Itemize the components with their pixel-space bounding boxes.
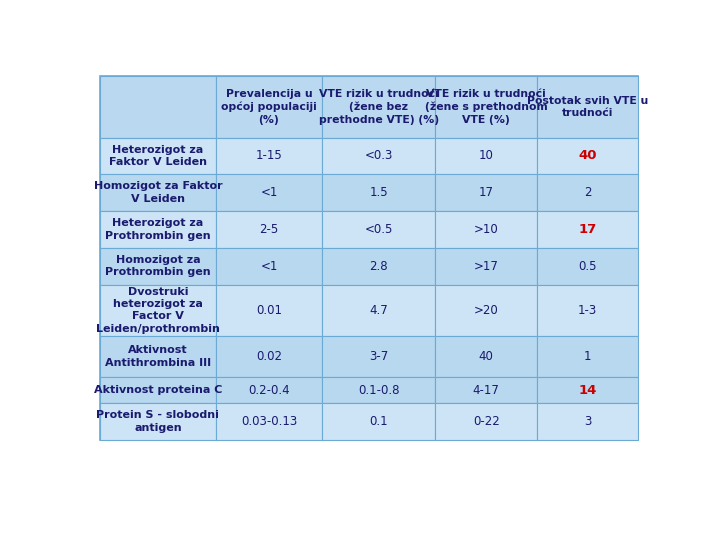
FancyBboxPatch shape bbox=[435, 77, 537, 138]
FancyBboxPatch shape bbox=[216, 285, 323, 336]
FancyBboxPatch shape bbox=[216, 248, 323, 285]
FancyBboxPatch shape bbox=[323, 138, 435, 174]
FancyBboxPatch shape bbox=[435, 336, 537, 377]
Text: <1: <1 bbox=[260, 260, 278, 273]
Text: 2.8: 2.8 bbox=[369, 260, 388, 273]
FancyBboxPatch shape bbox=[216, 138, 323, 174]
FancyBboxPatch shape bbox=[323, 403, 435, 440]
FancyBboxPatch shape bbox=[100, 248, 216, 285]
FancyBboxPatch shape bbox=[537, 77, 638, 138]
Text: 4-17: 4-17 bbox=[473, 383, 500, 396]
Text: 3-7: 3-7 bbox=[369, 350, 388, 363]
Text: Postotak svih VTE u
trudnoći: Postotak svih VTE u trudnoći bbox=[527, 96, 648, 118]
FancyBboxPatch shape bbox=[100, 377, 216, 403]
Text: <1: <1 bbox=[260, 186, 278, 199]
Text: 0.2-0.4: 0.2-0.4 bbox=[248, 383, 289, 396]
FancyBboxPatch shape bbox=[537, 211, 638, 248]
Text: >10: >10 bbox=[474, 223, 499, 236]
FancyBboxPatch shape bbox=[435, 211, 537, 248]
FancyBboxPatch shape bbox=[537, 377, 638, 403]
FancyBboxPatch shape bbox=[100, 77, 216, 138]
Text: 3: 3 bbox=[584, 415, 591, 428]
Text: 0.02: 0.02 bbox=[256, 350, 282, 363]
Text: 4.7: 4.7 bbox=[369, 304, 388, 317]
FancyBboxPatch shape bbox=[323, 77, 435, 138]
FancyBboxPatch shape bbox=[216, 403, 323, 440]
Text: 2: 2 bbox=[584, 186, 591, 199]
FancyBboxPatch shape bbox=[100, 285, 216, 336]
Text: Heterozigot za
Faktor V Leiden: Heterozigot za Faktor V Leiden bbox=[109, 145, 207, 167]
Text: 1.5: 1.5 bbox=[369, 186, 388, 199]
FancyBboxPatch shape bbox=[435, 248, 537, 285]
FancyBboxPatch shape bbox=[100, 211, 216, 248]
FancyBboxPatch shape bbox=[537, 403, 638, 440]
FancyBboxPatch shape bbox=[435, 174, 537, 211]
Text: 14: 14 bbox=[578, 383, 597, 396]
FancyBboxPatch shape bbox=[537, 138, 638, 174]
FancyBboxPatch shape bbox=[216, 336, 323, 377]
FancyBboxPatch shape bbox=[537, 174, 638, 211]
Text: <0.5: <0.5 bbox=[364, 223, 393, 236]
Text: 0.01: 0.01 bbox=[256, 304, 282, 317]
Text: Homozigot za Faktor
V Leiden: Homozigot za Faktor V Leiden bbox=[94, 181, 222, 204]
FancyBboxPatch shape bbox=[537, 336, 638, 377]
Text: >20: >20 bbox=[474, 304, 499, 317]
Text: >17: >17 bbox=[474, 260, 499, 273]
Text: Aktivnost proteina C: Aktivnost proteina C bbox=[94, 385, 222, 395]
Text: 17: 17 bbox=[579, 223, 597, 236]
FancyBboxPatch shape bbox=[323, 377, 435, 403]
Text: 1-3: 1-3 bbox=[578, 304, 598, 317]
Text: 2-5: 2-5 bbox=[259, 223, 279, 236]
FancyBboxPatch shape bbox=[100, 403, 216, 440]
FancyBboxPatch shape bbox=[435, 285, 537, 336]
Text: 40: 40 bbox=[479, 350, 494, 363]
FancyBboxPatch shape bbox=[100, 77, 638, 440]
Text: 0.1: 0.1 bbox=[369, 415, 388, 428]
FancyBboxPatch shape bbox=[100, 138, 216, 174]
FancyBboxPatch shape bbox=[435, 403, 537, 440]
FancyBboxPatch shape bbox=[323, 248, 435, 285]
FancyBboxPatch shape bbox=[537, 285, 638, 336]
Text: VTE rizik u trudnoći
(žene bez
prethodne VTE) (%): VTE rizik u trudnoći (žene bez prethodne… bbox=[319, 89, 438, 125]
Text: 0.1-0.8: 0.1-0.8 bbox=[358, 383, 400, 396]
FancyBboxPatch shape bbox=[537, 248, 638, 285]
Text: 10: 10 bbox=[479, 150, 494, 163]
Text: Protein S - slobodni
antigen: Protein S - slobodni antigen bbox=[96, 410, 220, 433]
FancyBboxPatch shape bbox=[216, 377, 323, 403]
Text: 1-15: 1-15 bbox=[256, 150, 282, 163]
FancyBboxPatch shape bbox=[435, 377, 537, 403]
Text: 17: 17 bbox=[479, 186, 494, 199]
FancyBboxPatch shape bbox=[216, 174, 323, 211]
Text: <0.3: <0.3 bbox=[364, 150, 393, 163]
Text: 40: 40 bbox=[578, 150, 597, 163]
Text: 0.5: 0.5 bbox=[578, 260, 597, 273]
Text: 0-22: 0-22 bbox=[473, 415, 500, 428]
FancyBboxPatch shape bbox=[216, 77, 323, 138]
Text: Homozigot za
Prothrombin gen: Homozigot za Prothrombin gen bbox=[105, 255, 211, 278]
Text: 0.03-0.13: 0.03-0.13 bbox=[240, 415, 297, 428]
FancyBboxPatch shape bbox=[216, 211, 323, 248]
Text: Dvostruki
heterozigot za
Factor V
Leiden/prothrombin: Dvostruki heterozigot za Factor V Leiden… bbox=[96, 287, 220, 334]
Text: Prevalencija u
općoj populaciji
(%): Prevalencija u općoj populaciji (%) bbox=[221, 89, 317, 125]
FancyBboxPatch shape bbox=[100, 336, 216, 377]
FancyBboxPatch shape bbox=[323, 336, 435, 377]
Text: VTE rizik u trudnoći
(žene s prethodnom
VTE (%): VTE rizik u trudnoći (žene s prethodnom … bbox=[425, 89, 548, 125]
Text: Heterozigot za
Prothrombin gen: Heterozigot za Prothrombin gen bbox=[105, 218, 211, 241]
FancyBboxPatch shape bbox=[435, 138, 537, 174]
FancyBboxPatch shape bbox=[323, 285, 435, 336]
FancyBboxPatch shape bbox=[323, 211, 435, 248]
FancyBboxPatch shape bbox=[323, 174, 435, 211]
Text: 1: 1 bbox=[584, 350, 591, 363]
FancyBboxPatch shape bbox=[100, 174, 216, 211]
Text: Aktivnost
Antithrombina III: Aktivnost Antithrombina III bbox=[105, 346, 211, 368]
